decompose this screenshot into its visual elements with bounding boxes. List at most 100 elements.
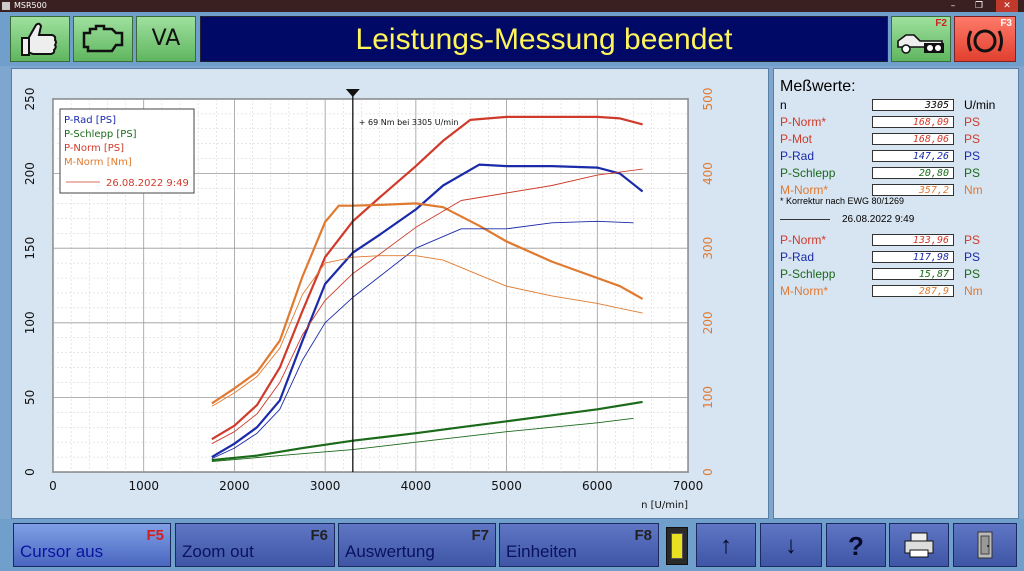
arrow-up-button[interactable]: ↑: [696, 523, 756, 567]
f2-key-label: F2: [935, 18, 947, 29]
measurement-value: 147,26: [872, 150, 954, 162]
zoom-out-label: Zoom out: [182, 542, 254, 561]
door-icon: [977, 531, 993, 559]
f7-key-label: F7: [471, 527, 489, 544]
measurement-value: 357,2: [872, 184, 954, 196]
x-tick-label: 4000: [401, 479, 432, 493]
help-button[interactable]: ?: [826, 523, 886, 567]
dyno-car-icon: [897, 34, 944, 54]
measurement-value: 20,80: [872, 167, 954, 179]
auswertung-button[interactable]: F7 Auswertung: [338, 523, 496, 567]
f6-key-label: F6: [310, 527, 328, 544]
f8-key-label: F8: [634, 527, 652, 544]
y-left-tick-label: 250: [23, 88, 37, 111]
series-line: [211, 400, 643, 462]
top-toolbar: VA Leistungs-Messung beendet F2 F3: [0, 12, 1024, 66]
status-indicator: [666, 527, 688, 565]
close-button[interactable]: ✕: [996, 0, 1018, 12]
x-tick-label: 5000: [491, 479, 522, 493]
engine-button[interactable]: [73, 16, 133, 62]
measurement-unit: PS: [964, 132, 981, 146]
cursor-toggle-label: Cursor aus: [20, 542, 104, 561]
thumbs-up-button[interactable]: [10, 16, 70, 62]
cursor-toggle-button[interactable]: F5 Cursor aus: [13, 523, 171, 567]
einheiten-button[interactable]: F8 Einheiten: [499, 523, 659, 567]
measurement-value: 133,96: [872, 234, 954, 246]
measurement-unit: PS: [964, 166, 981, 180]
measurement-unit: Nm: [964, 284, 983, 298]
y-left-tick-label: 150: [23, 237, 37, 260]
x-tick-label: 3000: [310, 479, 341, 493]
x-tick-label: 1000: [128, 479, 159, 493]
series-line: [211, 255, 643, 407]
measurement-label: P-Rad: [780, 149, 815, 163]
y-right-tick-label: 500: [701, 88, 715, 111]
cursor-annotation: + 69 Nm bei 3305 U/min: [359, 118, 459, 127]
legend-entry: P-Norm [PS]: [64, 143, 124, 154]
window-title: MSR500: [14, 1, 47, 10]
y-left-tick-label: 50: [23, 390, 37, 405]
f3-key-label: F3: [1000, 18, 1012, 29]
measurement-value: 15,87: [872, 268, 954, 280]
measurement-unit: U/min: [964, 98, 996, 112]
window-titlebar: MSR500 – ❐ ✕: [0, 0, 1024, 12]
measurement-unit: PS: [964, 250, 981, 264]
minimize-button[interactable]: –: [950, 1, 956, 11]
maximize-button[interactable]: ❐: [974, 1, 984, 11]
measurement-value: 287,9: [872, 285, 954, 297]
x-tick-label: 0: [49, 479, 57, 493]
measurement-label: P-Schlepp: [780, 166, 836, 180]
measurement-label: n: [780, 98, 787, 112]
printer-icon: [904, 532, 934, 558]
series-line: [211, 220, 634, 460]
einheiten-label: Einheiten: [506, 542, 577, 561]
series-line: [211, 115, 643, 441]
legend-date: 26.08.2022 9:49: [106, 178, 189, 189]
exit-button[interactable]: [953, 523, 1017, 567]
measurement-value: 168,09: [872, 116, 954, 128]
brake-f3-button[interactable]: F3: [954, 16, 1016, 62]
bottom-toolbar: F5 Cursor aus F6 Zoom out F7 Auswertung …: [0, 519, 1024, 571]
y-left-tick-label: 100: [23, 311, 37, 334]
legend-entry: M-Norm [Nm]: [64, 157, 132, 168]
arrow-down-button[interactable]: ↓: [760, 523, 822, 567]
series-line: [211, 168, 643, 445]
measurement-label: P-Rad: [780, 250, 815, 264]
legend-entry: P-Rad [PS]: [64, 115, 116, 126]
measurement-label: M-Norm*: [780, 284, 828, 298]
measurement-unit: PS: [964, 267, 981, 281]
x-tick-label: 6000: [582, 479, 613, 493]
dyno-f2-button[interactable]: F2: [891, 16, 951, 62]
y-right-tick-label: 200: [701, 311, 715, 334]
measurement-label: M-Norm*: [780, 183, 828, 197]
x-tick-label: 7000: [673, 479, 704, 493]
auswertung-label: Auswertung: [345, 542, 435, 561]
engine-icon: [82, 24, 124, 53]
measurement-label: P-Schlepp: [780, 267, 836, 281]
measurement-title: Meßwerte:: [780, 78, 856, 95]
compare-line-swatch: [780, 219, 830, 220]
va-button[interactable]: VA: [136, 16, 196, 62]
measurement-unit: Nm: [964, 183, 983, 197]
series-line: [211, 202, 644, 405]
help-icon: ?: [848, 531, 864, 561]
series-line: [211, 163, 644, 459]
f5-key-label: F5: [146, 527, 164, 544]
series-line: [211, 417, 634, 463]
x-axis-label: n [U/min]: [641, 500, 688, 511]
status-light: [671, 533, 683, 559]
chart-panel: 0 1000 2000 3000 4000 5000 6000 7000 n [U/min] 0 5…: [11, 68, 769, 519]
arrow-down-icon: ↓: [785, 532, 797, 559]
measurement-unit: PS: [964, 115, 981, 129]
y-left-tick-label: 200: [23, 162, 37, 185]
measurement-value: 168,06: [872, 133, 954, 145]
brake-warning-icon: [967, 29, 1003, 53]
print-button[interactable]: [889, 523, 949, 567]
y-left-tick-label: 0: [23, 468, 37, 476]
thumbs-up-icon: [21, 22, 57, 56]
zoom-out-button[interactable]: F6 Zoom out: [175, 523, 335, 567]
correction-note: * Korrektur nach EWG 80/1269: [780, 196, 905, 206]
cursor-marker-icon[interactable]: [345, 89, 360, 97]
app-icon: [2, 2, 10, 10]
